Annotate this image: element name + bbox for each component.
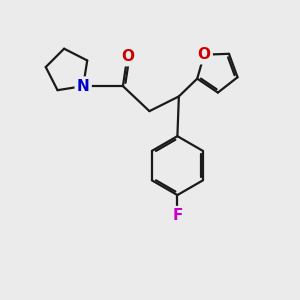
- Text: O: O: [121, 49, 134, 64]
- Text: O: O: [198, 47, 211, 62]
- Text: N: N: [77, 79, 89, 94]
- Text: F: F: [172, 208, 183, 223]
